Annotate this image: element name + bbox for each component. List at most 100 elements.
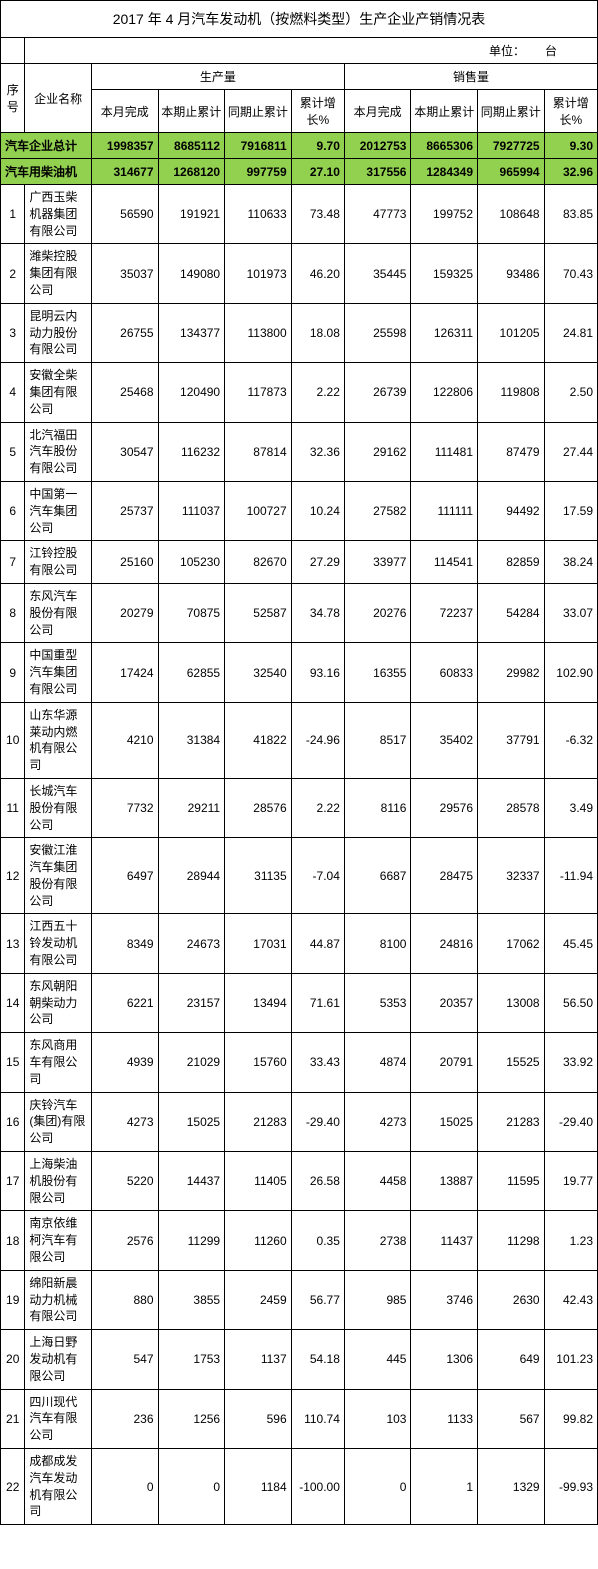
summary-val: 7927725 [478,133,545,159]
row-val: 13494 [225,973,292,1032]
row-val: 62855 [158,643,225,702]
data-table: 2017 年 4 月汽车发动机（按燃料类型）生产企业产销情况表 单位： 台 序号… [0,0,598,1525]
row-val: 4273 [344,1092,411,1151]
row-val: 33.43 [291,1033,344,1092]
row-seq: 4 [1,363,25,422]
unit-value: 台 [545,44,557,58]
table-row: 3昆明云内动力股份有限公司2675513437711380018.0825598… [1,303,598,362]
table-row: 21四川现代汽车有限公司2361256596110.74103113356799… [1,1389,598,1448]
header-s-same: 同期止累计 [478,90,545,133]
header-p-period: 本期止累计 [158,90,225,133]
row-val: 24816 [411,914,478,973]
row-val: -29.40 [291,1092,344,1151]
row-val: 17031 [225,914,292,973]
row-val: 15025 [158,1092,225,1151]
row-val: 101.23 [544,1330,597,1389]
row-seq: 8 [1,583,25,642]
table-row: 6中国第一汽车集团公司2573711103710072710.242758211… [1,481,598,540]
row-val: 101205 [478,303,545,362]
row-company: 江西五十铃发动机有限公司 [25,914,92,973]
table-row: 2潍柴控股集团有限公司3503714908010197346.203544515… [1,244,598,303]
row-val: 126311 [411,303,478,362]
summary-val: 1268120 [158,159,225,185]
row-val: 23157 [158,973,225,1032]
row-val: 596 [225,1389,292,1448]
summary-val: 317556 [344,159,411,185]
table-title: 2017 年 4 月汽车发动机（按燃料类型）生产企业产销情况表 [1,1,598,38]
row-val: 25737 [91,481,158,540]
row-seq: 19 [1,1270,25,1329]
title-row: 2017 年 4 月汽车发动机（按燃料类型）生产企业产销情况表 [1,1,598,38]
row-company: 中国重型汽车集团有限公司 [25,643,92,702]
row-seq: 1 [1,185,25,244]
summary-name: 汽车用柴油机 [1,159,92,185]
row-val: 70875 [158,583,225,642]
header-production: 生产量 [91,64,344,90]
unit-label: 单位： [489,44,525,58]
row-seq: 14 [1,973,25,1032]
row-seq: 11 [1,778,25,837]
row-val: 73.48 [291,185,344,244]
row-val: 24.81 [544,303,597,362]
row-val: 93486 [478,244,545,303]
row-val: 8100 [344,914,411,973]
row-val: 26755 [91,303,158,362]
table-row: 11长城汽车股份有限公司773229211285762.228116295762… [1,778,598,837]
row-val: 94492 [478,481,545,540]
row-val: 32337 [478,838,545,914]
row-val: 11299 [158,1211,225,1270]
row-val: 28475 [411,838,478,914]
row-val: 1 [411,1449,478,1525]
row-company: 潍柴控股集团有限公司 [25,244,92,303]
row-val: 3746 [411,1270,478,1329]
row-company: 上海日野发动机有限公司 [25,1330,92,1389]
row-seq: 2 [1,244,25,303]
table-row: 7江铃控股有限公司251601052308267027.293397711454… [1,541,598,584]
row-val: 87814 [225,422,292,481]
row-company: 上海柴油机股份有限公司 [25,1152,92,1211]
row-val: 110.74 [291,1389,344,1448]
summary-val: 997759 [225,159,292,185]
row-seq: 6 [1,481,25,540]
header-s-month: 本月完成 [344,90,411,133]
row-company: 东风商用车有限公司 [25,1033,92,1092]
row-seq: 5 [1,422,25,481]
row-val: 6687 [344,838,411,914]
row-val: 880 [91,1270,158,1329]
row-val: 11437 [411,1211,478,1270]
row-val: 20276 [344,583,411,642]
blank-cell [1,38,25,64]
row-val: 19.77 [544,1152,597,1211]
row-val: 11260 [225,1211,292,1270]
row-val: 4210 [91,702,158,778]
row-val: 28578 [478,778,545,837]
row-val: 100727 [225,481,292,540]
row-val: 30547 [91,422,158,481]
row-val: 0 [344,1449,411,1525]
row-val: 2576 [91,1211,158,1270]
row-company: 安徽江淮汽车集团股份有限公司 [25,838,92,914]
row-val: 70.43 [544,244,597,303]
row-val: 4939 [91,1033,158,1092]
row-val: 17062 [478,914,545,973]
summary-val: 9.70 [291,133,344,159]
data-body: 1广西玉柴机器集团有限公司5659019192111063373.4847773… [1,185,598,1525]
row-val: 38.24 [544,541,597,584]
header-p-growth: 累计增长% [291,90,344,133]
row-val: 2459 [225,1270,292,1329]
row-val: 4458 [344,1152,411,1211]
row-val: 5353 [344,973,411,1032]
row-val: 8517 [344,702,411,778]
table-row: 14东风朝阳朝柴动力公司6221231571349471.61535320357… [1,973,598,1032]
table-row: 15东风商用车有限公司4939210291576033.434874207911… [1,1033,598,1092]
row-seq: 20 [1,1330,25,1389]
row-val: 116232 [158,422,225,481]
unit-cell: 单位： 台 [25,38,598,64]
row-val: 111481 [411,422,478,481]
table-row: 12安徽江淮汽车集团股份有限公司64972894431135-7.0466872… [1,838,598,914]
row-val: 52587 [225,583,292,642]
header-seq: 序号 [1,64,25,133]
row-val: -7.04 [291,838,344,914]
row-val: 3855 [158,1270,225,1329]
row-seq: 9 [1,643,25,702]
